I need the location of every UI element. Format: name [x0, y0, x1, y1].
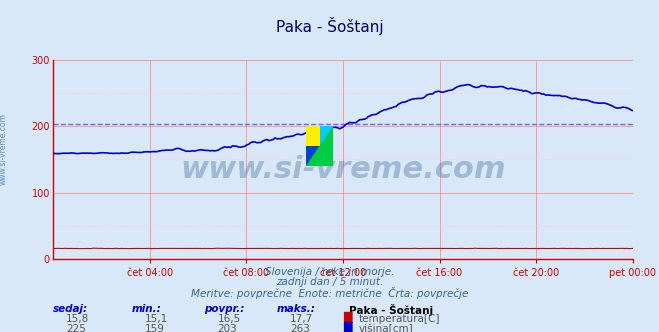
- Polygon shape: [306, 126, 333, 166]
- Text: min.:: min.:: [132, 304, 161, 314]
- Text: █: █: [343, 312, 351, 323]
- Text: 16,5: 16,5: [217, 314, 241, 324]
- Bar: [306, 126, 320, 146]
- Text: 15,1: 15,1: [145, 314, 168, 324]
- Text: 225: 225: [66, 324, 86, 332]
- Text: Meritve: povprečne  Enote: metrične  Črta: povprečje: Meritve: povprečne Enote: metrične Črta:…: [191, 287, 468, 299]
- Text: www.si-vreme.com: www.si-vreme.com: [0, 114, 8, 185]
- Text: maks.:: maks.:: [277, 304, 316, 314]
- Bar: [306, 146, 333, 166]
- Text: sedaj:: sedaj:: [53, 304, 88, 314]
- Bar: [320, 126, 333, 146]
- Text: 15,8: 15,8: [66, 314, 89, 324]
- Text: 263: 263: [290, 324, 310, 332]
- Text: povpr.:: povpr.:: [204, 304, 244, 314]
- Text: Paka - Šoštanj: Paka - Šoštanj: [349, 304, 434, 316]
- Text: Paka - Šoštanj: Paka - Šoštanj: [275, 17, 384, 35]
- Text: 17,7: 17,7: [290, 314, 313, 324]
- Text: temperatura[C]: temperatura[C]: [359, 314, 441, 324]
- Text: www.si-vreme.com: www.si-vreme.com: [180, 155, 505, 184]
- Text: █: █: [343, 322, 351, 332]
- Text: 159: 159: [145, 324, 165, 332]
- Text: zadnji dan / 5 minut.: zadnji dan / 5 minut.: [276, 277, 383, 287]
- Text: Slovenija / reke in morje.: Slovenija / reke in morje.: [265, 267, 394, 277]
- Text: 203: 203: [217, 324, 237, 332]
- Text: višina[cm]: višina[cm]: [359, 324, 414, 332]
